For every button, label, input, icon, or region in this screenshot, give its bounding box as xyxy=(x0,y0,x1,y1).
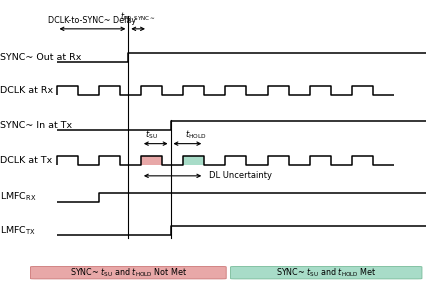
FancyBboxPatch shape xyxy=(30,267,226,279)
Text: LMFC$_{\mathregular{RX}}$: LMFC$_{\mathregular{RX}}$ xyxy=(0,191,36,203)
Text: SYNC~ In at Tx: SYNC~ In at Tx xyxy=(0,121,72,130)
Text: SYNC~ $t_{\mathregular{SU}}$ and $t_{\mathregular{HOLD}}$ Not Met: SYNC~ $t_{\mathregular{SU}}$ and $t_{\ma… xyxy=(69,266,187,279)
Text: DL Uncertainty: DL Uncertainty xyxy=(208,171,271,180)
Text: LMFC$_{\mathregular{TX}}$: LMFC$_{\mathregular{TX}}$ xyxy=(0,225,36,237)
FancyBboxPatch shape xyxy=(230,267,421,279)
Text: DCLK-to-SYNC~ Delay: DCLK-to-SYNC~ Delay xyxy=(48,16,136,25)
Text: DCLK at Tx: DCLK at Tx xyxy=(0,156,52,165)
Text: SYNC~ Out at Rx: SYNC~ Out at Rx xyxy=(0,53,81,62)
Text: $t_{\mathregular{PD\_SYNC\sim}}$: $t_{\mathregular{PD\_SYNC\sim}}$ xyxy=(120,10,156,25)
Bar xyxy=(183,156,204,165)
Text: SYNC~ $t_{\mathregular{SU}}$ and $t_{\mathregular{HOLD}}$ Met: SYNC~ $t_{\mathregular{SU}}$ and $t_{\ma… xyxy=(275,266,376,279)
Text: $t_{\mathregular{HOLD}}$: $t_{\mathregular{HOLD}}$ xyxy=(185,129,207,141)
Text: DCLK at Rx: DCLK at Rx xyxy=(0,86,53,95)
Text: $t_{\mathregular{SU}}$: $t_{\mathregular{SU}}$ xyxy=(145,129,158,141)
Bar xyxy=(141,156,162,165)
